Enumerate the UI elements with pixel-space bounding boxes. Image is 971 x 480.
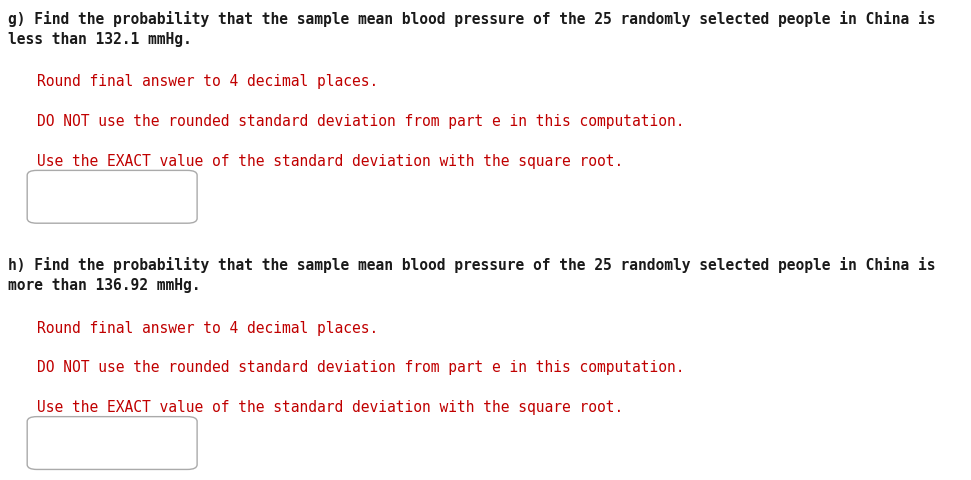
FancyBboxPatch shape (27, 417, 197, 469)
Text: more than 136.92 mmHg.: more than 136.92 mmHg. (8, 278, 200, 293)
Text: DO NOT use the rounded standard deviation from part e in this computation.: DO NOT use the rounded standard deviatio… (37, 114, 685, 129)
Text: h) Find the probability that the sample mean blood pressure of the 25 randomly s: h) Find the probability that the sample … (8, 257, 935, 273)
Text: g) Find the probability that the sample mean blood pressure of the 25 randomly s: g) Find the probability that the sample … (8, 11, 935, 26)
Text: Round final answer to 4 decimal places.: Round final answer to 4 decimal places. (37, 321, 378, 336)
Text: DO NOT use the rounded standard deviation from part e in this computation.: DO NOT use the rounded standard deviatio… (37, 360, 685, 375)
Text: less than 132.1 mmHg.: less than 132.1 mmHg. (8, 32, 191, 47)
Text: Use the EXACT value of the standard deviation with the square root.: Use the EXACT value of the standard devi… (37, 400, 623, 415)
Text: Round final answer to 4 decimal places.: Round final answer to 4 decimal places. (37, 74, 378, 89)
FancyBboxPatch shape (27, 170, 197, 223)
Text: Use the EXACT value of the standard deviation with the square root.: Use the EXACT value of the standard devi… (37, 154, 623, 169)
